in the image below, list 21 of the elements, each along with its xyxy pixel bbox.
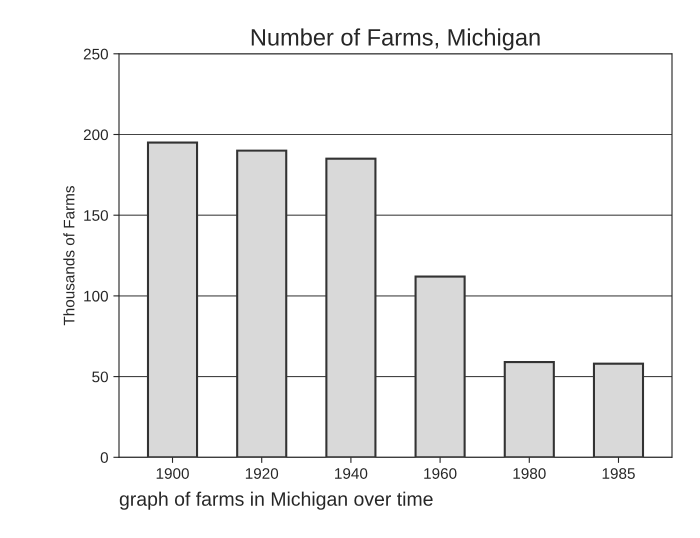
y-tick-label: 50	[92, 371, 108, 382]
bar	[236, 150, 288, 458]
bar	[146, 142, 198, 458]
y-tick-label: 250	[84, 48, 108, 60]
text: graph of farms in Michigan over time	[120, 492, 433, 510]
x-tick-label: 1920	[246, 468, 278, 479]
bar	[414, 275, 466, 458]
y-tick-label: 150	[84, 210, 108, 221]
y-tick-label: 100	[84, 290, 108, 302]
bar	[325, 158, 376, 458]
chart-title: Number of Farms, Michigan	[252, 28, 540, 50]
bar	[592, 362, 644, 458]
x-tick-label: 1900	[156, 468, 189, 479]
y-tick-label: 0	[100, 452, 108, 463]
x-tick-label: 1985	[602, 468, 635, 479]
bar	[504, 361, 555, 458]
y-axis-title: Thousands of Farms	[63, 186, 75, 326]
x-tick-label: 1980	[513, 468, 546, 479]
x-tick-label: 1940	[335, 468, 368, 479]
y-tick-label: 200	[84, 129, 108, 140]
x-tick-label: 1960	[424, 468, 456, 479]
